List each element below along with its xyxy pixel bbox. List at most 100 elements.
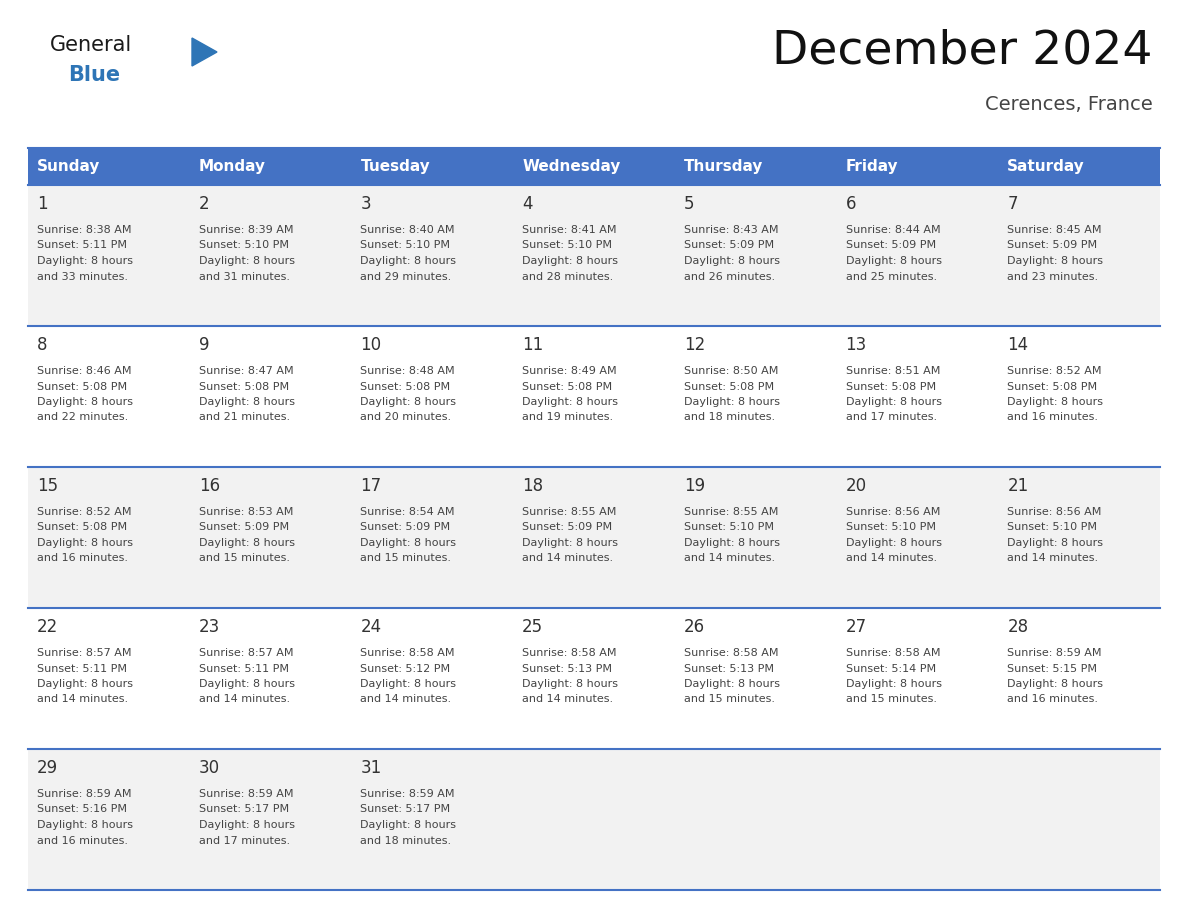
Text: 24: 24 bbox=[360, 618, 381, 636]
Bar bbox=[513, 148, 675, 185]
Text: 25: 25 bbox=[523, 618, 543, 636]
Text: Sunset: 5:08 PM: Sunset: 5:08 PM bbox=[360, 382, 450, 391]
Text: and 21 minutes.: and 21 minutes. bbox=[198, 412, 290, 422]
Text: and 15 minutes.: and 15 minutes. bbox=[198, 554, 290, 564]
Text: 19: 19 bbox=[684, 477, 704, 495]
Bar bbox=[29, 749, 1159, 890]
Text: Sunrise: 8:57 AM: Sunrise: 8:57 AM bbox=[37, 648, 132, 658]
Text: 4: 4 bbox=[523, 195, 532, 213]
Text: and 17 minutes.: and 17 minutes. bbox=[846, 412, 936, 422]
Text: Sunset: 5:09 PM: Sunset: 5:09 PM bbox=[684, 241, 775, 251]
Text: Sunrise: 8:54 AM: Sunrise: 8:54 AM bbox=[360, 507, 455, 517]
Text: and 14 minutes.: and 14 minutes. bbox=[37, 695, 128, 704]
Text: Sunset: 5:08 PM: Sunset: 5:08 PM bbox=[37, 522, 127, 532]
Bar bbox=[29, 326, 1159, 467]
Text: Daylight: 8 hours: Daylight: 8 hours bbox=[523, 538, 618, 548]
Text: Daylight: 8 hours: Daylight: 8 hours bbox=[846, 679, 942, 689]
Text: Daylight: 8 hours: Daylight: 8 hours bbox=[37, 397, 133, 407]
Text: Sunrise: 8:56 AM: Sunrise: 8:56 AM bbox=[846, 507, 940, 517]
Text: Sunset: 5:08 PM: Sunset: 5:08 PM bbox=[684, 382, 775, 391]
Text: Sunrise: 8:39 AM: Sunrise: 8:39 AM bbox=[198, 225, 293, 235]
Text: Sunset: 5:08 PM: Sunset: 5:08 PM bbox=[846, 382, 936, 391]
Bar bbox=[675, 148, 836, 185]
Text: December 2024: December 2024 bbox=[772, 28, 1154, 73]
Text: and 14 minutes.: and 14 minutes. bbox=[1007, 554, 1099, 564]
Text: Sunday: Sunday bbox=[37, 159, 100, 174]
Text: 20: 20 bbox=[846, 477, 867, 495]
Text: 13: 13 bbox=[846, 336, 867, 354]
Text: Daylight: 8 hours: Daylight: 8 hours bbox=[1007, 538, 1104, 548]
Text: 17: 17 bbox=[360, 477, 381, 495]
Text: Saturday: Saturday bbox=[1007, 159, 1085, 174]
Text: Daylight: 8 hours: Daylight: 8 hours bbox=[1007, 397, 1104, 407]
Text: Sunrise: 8:45 AM: Sunrise: 8:45 AM bbox=[1007, 225, 1101, 235]
Text: and 18 minutes.: and 18 minutes. bbox=[360, 835, 451, 845]
Text: Daylight: 8 hours: Daylight: 8 hours bbox=[846, 538, 942, 548]
Text: Sunrise: 8:58 AM: Sunrise: 8:58 AM bbox=[360, 648, 455, 658]
Text: Sunrise: 8:52 AM: Sunrise: 8:52 AM bbox=[37, 507, 132, 517]
Text: Sunset: 5:08 PM: Sunset: 5:08 PM bbox=[1007, 382, 1098, 391]
Text: Daylight: 8 hours: Daylight: 8 hours bbox=[523, 397, 618, 407]
Text: and 18 minutes.: and 18 minutes. bbox=[684, 412, 775, 422]
Text: Sunset: 5:10 PM: Sunset: 5:10 PM bbox=[360, 241, 450, 251]
Bar bbox=[998, 148, 1159, 185]
Text: Daylight: 8 hours: Daylight: 8 hours bbox=[198, 397, 295, 407]
Text: Sunrise: 8:55 AM: Sunrise: 8:55 AM bbox=[684, 507, 778, 517]
Text: 23: 23 bbox=[198, 618, 220, 636]
Text: Sunrise: 8:49 AM: Sunrise: 8:49 AM bbox=[523, 366, 617, 376]
Text: Daylight: 8 hours: Daylight: 8 hours bbox=[198, 820, 295, 830]
Text: Sunrise: 8:41 AM: Sunrise: 8:41 AM bbox=[523, 225, 617, 235]
Text: and 25 minutes.: and 25 minutes. bbox=[846, 272, 936, 282]
Text: 28: 28 bbox=[1007, 618, 1029, 636]
Text: Sunset: 5:17 PM: Sunset: 5:17 PM bbox=[360, 804, 450, 814]
Text: Daylight: 8 hours: Daylight: 8 hours bbox=[684, 538, 779, 548]
Text: Friday: Friday bbox=[846, 159, 898, 174]
Text: Daylight: 8 hours: Daylight: 8 hours bbox=[846, 256, 942, 266]
Text: Sunset: 5:17 PM: Sunset: 5:17 PM bbox=[198, 804, 289, 814]
Bar bbox=[29, 148, 190, 185]
Text: Thursday: Thursday bbox=[684, 159, 763, 174]
Text: Sunrise: 8:59 AM: Sunrise: 8:59 AM bbox=[360, 789, 455, 799]
Text: Tuesday: Tuesday bbox=[360, 159, 430, 174]
Text: 16: 16 bbox=[198, 477, 220, 495]
Text: Daylight: 8 hours: Daylight: 8 hours bbox=[684, 679, 779, 689]
Text: Sunset: 5:11 PM: Sunset: 5:11 PM bbox=[37, 241, 127, 251]
Text: Sunset: 5:08 PM: Sunset: 5:08 PM bbox=[523, 382, 612, 391]
Bar bbox=[29, 467, 1159, 608]
Text: Sunset: 5:16 PM: Sunset: 5:16 PM bbox=[37, 804, 127, 814]
Text: Daylight: 8 hours: Daylight: 8 hours bbox=[523, 256, 618, 266]
Text: Sunrise: 8:59 AM: Sunrise: 8:59 AM bbox=[198, 789, 293, 799]
Text: and 15 minutes.: and 15 minutes. bbox=[846, 695, 936, 704]
Text: and 14 minutes.: and 14 minutes. bbox=[360, 695, 451, 704]
Text: Daylight: 8 hours: Daylight: 8 hours bbox=[360, 397, 456, 407]
Text: Sunset: 5:10 PM: Sunset: 5:10 PM bbox=[523, 241, 612, 251]
Text: 5: 5 bbox=[684, 195, 694, 213]
Text: 6: 6 bbox=[846, 195, 857, 213]
Text: Daylight: 8 hours: Daylight: 8 hours bbox=[360, 538, 456, 548]
Text: 22: 22 bbox=[37, 618, 58, 636]
Text: Sunset: 5:10 PM: Sunset: 5:10 PM bbox=[1007, 522, 1098, 532]
Text: 30: 30 bbox=[198, 759, 220, 777]
Text: and 19 minutes.: and 19 minutes. bbox=[523, 412, 613, 422]
Bar bbox=[836, 148, 998, 185]
Text: and 23 minutes.: and 23 minutes. bbox=[1007, 272, 1099, 282]
Text: Daylight: 8 hours: Daylight: 8 hours bbox=[37, 538, 133, 548]
Text: Daylight: 8 hours: Daylight: 8 hours bbox=[37, 820, 133, 830]
Text: 21: 21 bbox=[1007, 477, 1029, 495]
Text: and 16 minutes.: and 16 minutes. bbox=[37, 835, 128, 845]
Text: and 14 minutes.: and 14 minutes. bbox=[684, 554, 775, 564]
Text: Sunset: 5:12 PM: Sunset: 5:12 PM bbox=[360, 664, 450, 674]
Text: Sunrise: 8:58 AM: Sunrise: 8:58 AM bbox=[846, 648, 940, 658]
Bar bbox=[29, 185, 1159, 326]
Text: Sunset: 5:08 PM: Sunset: 5:08 PM bbox=[198, 382, 289, 391]
Text: 15: 15 bbox=[37, 477, 58, 495]
Text: 9: 9 bbox=[198, 336, 209, 354]
Text: 1: 1 bbox=[37, 195, 48, 213]
Text: and 33 minutes.: and 33 minutes. bbox=[37, 272, 128, 282]
Text: Sunrise: 8:53 AM: Sunrise: 8:53 AM bbox=[198, 507, 293, 517]
Text: 26: 26 bbox=[684, 618, 704, 636]
Text: Daylight: 8 hours: Daylight: 8 hours bbox=[1007, 679, 1104, 689]
Text: 3: 3 bbox=[360, 195, 371, 213]
Text: Sunrise: 8:58 AM: Sunrise: 8:58 AM bbox=[523, 648, 617, 658]
Text: Daylight: 8 hours: Daylight: 8 hours bbox=[846, 397, 942, 407]
